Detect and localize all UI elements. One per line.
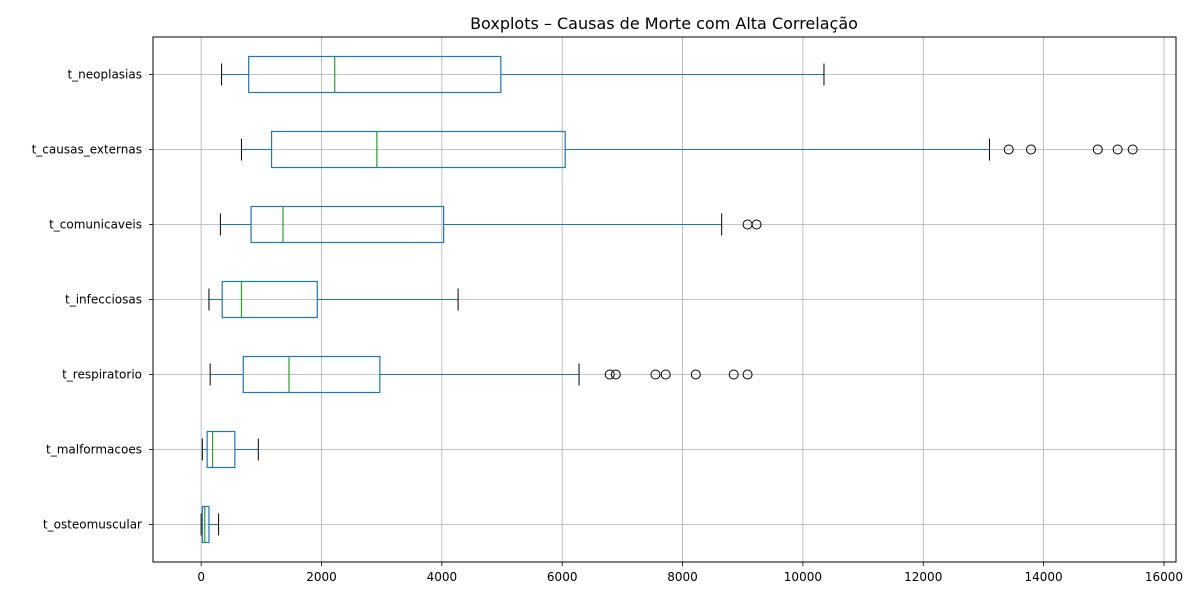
outlier-point: [1127, 144, 1138, 155]
chart-title: Boxplots – Causas de Morte com Alta Corr…: [470, 14, 858, 33]
x-tick-label: 6000: [547, 570, 578, 584]
x-tick-label: 12000: [904, 570, 942, 584]
y-tick-label: t_comunicaveis: [49, 218, 142, 232]
x-tick-label: 4000: [427, 570, 458, 584]
y-axis-ticks: t_neoplasias t_causas_externas t_comunicav…: [32, 68, 153, 532]
box-t_respiratorio: [209, 355, 753, 394]
x-tick-label: 0: [197, 570, 205, 584]
box-t_neoplasias: [221, 55, 825, 94]
grid-lines: [153, 37, 1176, 562]
outlier-point: [1092, 144, 1103, 155]
iqr-box: [221, 280, 318, 319]
outlier-point: [751, 219, 762, 230]
plot-frame: [152, 36, 1177, 563]
outlier-point: [728, 369, 739, 380]
y-tick-label: t_respiratorio: [62, 368, 142, 382]
box-t_osteomuscular: [200, 505, 220, 544]
x-axis-ticks: 0 2000 4000 6000 8000 10000 12000 14000 16000: [197, 562, 1183, 584]
iqr-box: [206, 430, 236, 469]
outlier-point: [660, 369, 671, 380]
box-t_causas_externas: [240, 130, 1138, 169]
box-t_comunicaveis: [219, 205, 762, 244]
y-tick-label: t_neoplasias: [67, 68, 142, 82]
x-tick-label: 2000: [306, 570, 337, 584]
x-tick-label: 16000: [1145, 570, 1183, 584]
outlier-point: [610, 369, 621, 380]
outlier-point: [1003, 144, 1014, 155]
outlier-point: [1112, 144, 1123, 155]
x-tick-label: 8000: [667, 570, 698, 584]
x-tick-label: 14000: [1025, 570, 1063, 584]
iqr-box: [248, 55, 502, 94]
outlier-point: [650, 369, 661, 380]
box-series: [200, 55, 1138, 544]
iqr-box: [270, 130, 566, 169]
iqr-box: [201, 505, 210, 544]
outlier-point: [690, 369, 701, 380]
iqr-box: [250, 205, 445, 244]
box-t_malformacoes: [201, 430, 259, 469]
y-tick-label: t_causas_externas: [32, 143, 142, 157]
y-tick-label: t_infecciosas: [65, 293, 142, 307]
outlier-point: [742, 369, 753, 380]
y-tick-label: t_osteomuscular: [43, 518, 142, 532]
iqr-box: [242, 355, 381, 394]
outlier-point: [1025, 144, 1036, 155]
box-t_infecciosas: [208, 280, 459, 319]
x-tick-label: 10000: [784, 570, 822, 584]
y-tick-label: t_malformacoes: [46, 443, 142, 457]
outlier-point: [604, 369, 615, 380]
